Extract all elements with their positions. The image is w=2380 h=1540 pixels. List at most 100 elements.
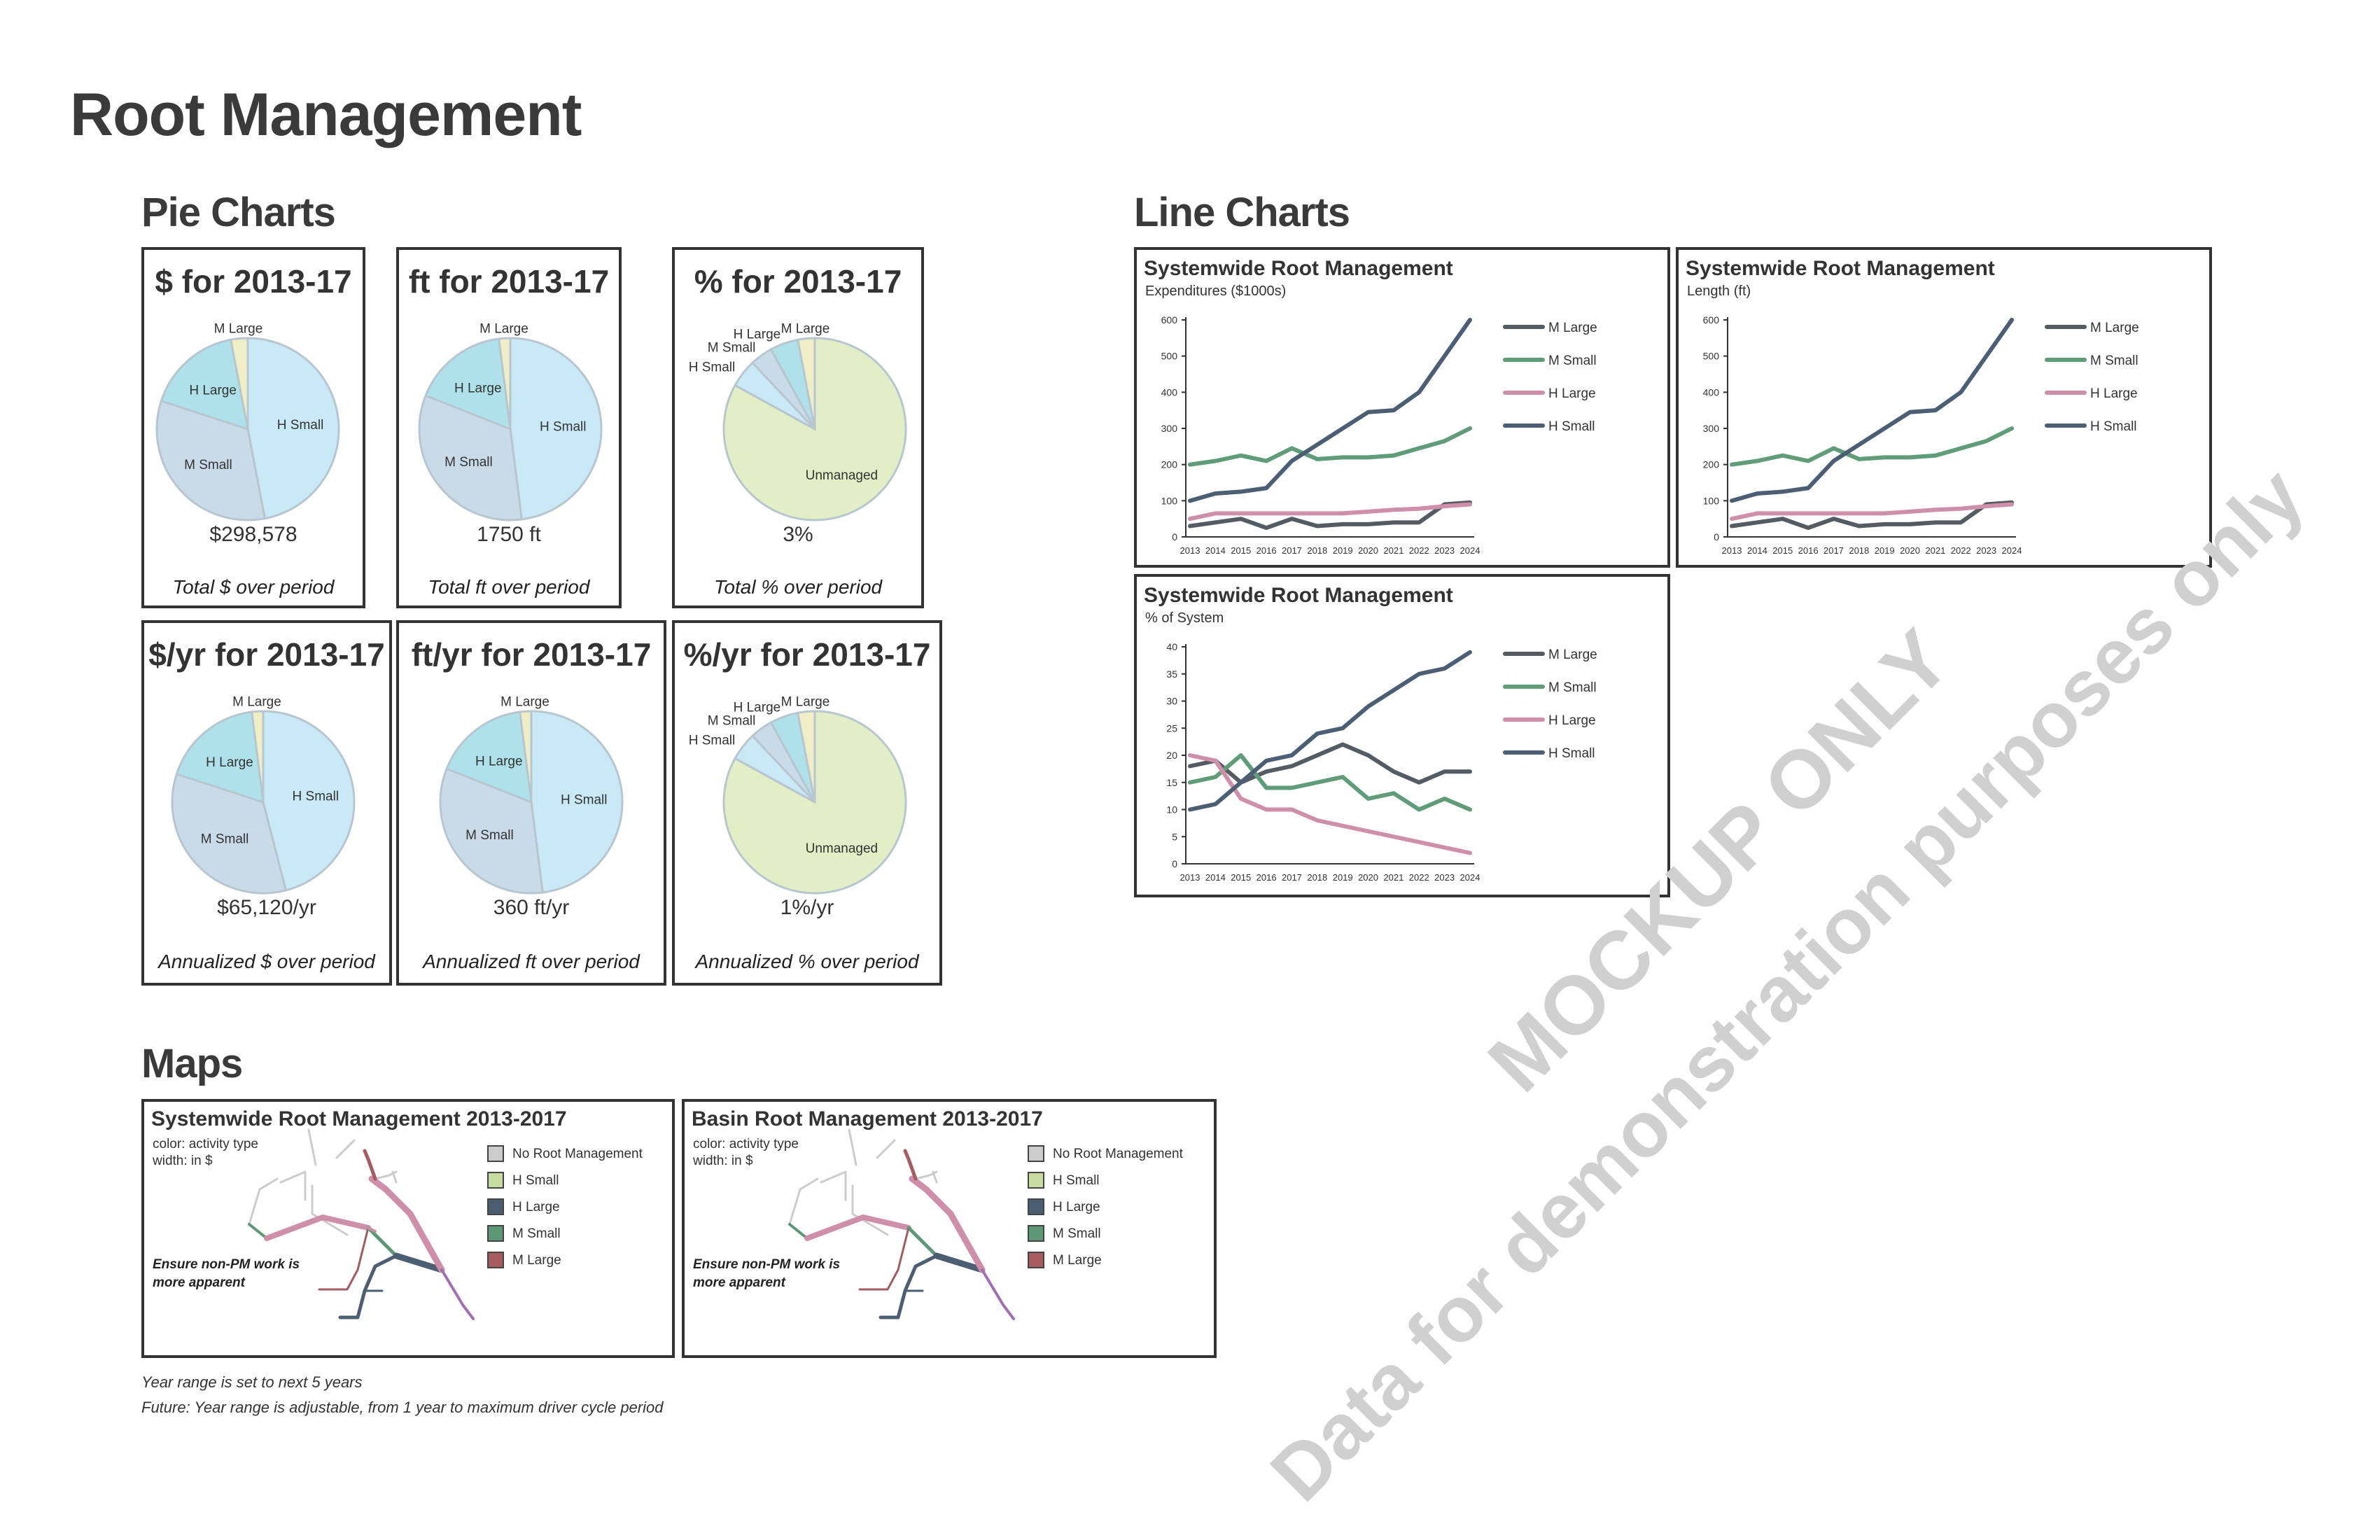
x-tick-label: 2019 <box>1333 872 1353 883</box>
line-chart-title: Systemwide Root Management <box>1144 257 1453 280</box>
pie-chart-feet-per-year: H Small M Small H Large M Large <box>439 694 624 895</box>
pie-slice-m-large <box>796 710 816 803</box>
x-tick-label: 2016 <box>1256 872 1277 883</box>
axis-lines <box>1185 644 1474 864</box>
pie-total-value: $65,120/yr <box>217 896 316 919</box>
pie-panel-feet: ft for 2013-17 H Small M Small H Large M La… <box>396 247 622 608</box>
line-panel-length: Systemwide Root Management Length (ft) 0… <box>1676 247 2212 568</box>
pie-slice-label: M Large <box>214 322 263 337</box>
pie-slice-m-large <box>796 337 816 430</box>
map-panel-systemwide: Systemwide Root Management 2013-2017 col… <box>141 1099 675 1358</box>
pie-slice-label: M Small <box>184 458 232 472</box>
legend-swatch-h-small <box>1028 1172 1044 1189</box>
pie-panel-feet-per-year: ft/yr for 2013-17 H Small M Small H Large M… <box>396 620 666 986</box>
pie-slice-label: H Large <box>734 328 781 342</box>
y-tick-label: 0 <box>1172 531 1177 542</box>
x-tick-label: 2019 <box>1875 545 1895 556</box>
map-title: Systemwide Root Management 2013-2017 <box>151 1107 567 1130</box>
legend-label: H Large <box>1053 1200 1100 1214</box>
x-tick-label: 2016 <box>1256 545 1277 556</box>
legend-label: No Root Management <box>512 1147 643 1161</box>
x-tick-label: 2024 <box>1460 872 1480 883</box>
x-tick-label: 2013 <box>1180 545 1200 556</box>
pie-slice-unmanaged <box>722 337 907 522</box>
map-color-note: color: activity type <box>693 1137 799 1152</box>
legend-swatch-m-small <box>487 1225 504 1242</box>
pie-total-value: $298,578 <box>209 523 298 546</box>
axis-lines <box>1727 317 2016 538</box>
pie-caption: Total $ over period <box>172 576 335 598</box>
pie-slice-h-large <box>160 338 249 431</box>
pie-slice-label: H Small <box>293 790 340 804</box>
pie-slice-label: M Small <box>201 832 249 847</box>
legend-label: M Large <box>1548 321 1597 335</box>
y-tick-label: 400 <box>1161 386 1178 398</box>
legend-label: H Small <box>512 1173 559 1188</box>
pie-title: $/yr for 2013-17 <box>148 636 385 673</box>
series-line-m-small <box>1730 426 2014 467</box>
x-tick-label: 2024 <box>2002 545 2022 556</box>
legend-label: M Small <box>1548 354 1597 368</box>
series-line-h-large <box>1188 502 1472 522</box>
x-tick-label: 2024 <box>1460 545 1480 556</box>
pie-caption: Total ft over period <box>428 576 590 598</box>
line-chart-subtitle: % of System <box>1145 610 1224 626</box>
x-tick-label: 2021 <box>1383 545 1404 556</box>
y-tick-label: 200 <box>1161 459 1178 470</box>
legend-label: H Small <box>1548 746 1595 761</box>
x-tick-label: 2014 <box>1205 872 1226 883</box>
x-tick-label: 2013 <box>1722 545 1742 556</box>
pie-slice-label: H Large <box>734 701 781 715</box>
x-tick-label: 2015 <box>1231 872 1251 883</box>
series-line-h-large <box>1730 502 2014 522</box>
axis-lines <box>1185 317 1474 538</box>
line-panel-percent: Systemwide Root Management % of System 0… <box>1134 574 1670 897</box>
map-network-basin[interactable] <box>685 1102 1214 1355</box>
pie-title: $ for 2013-17 <box>155 263 352 300</box>
x-tick-label: 2014 <box>1747 545 1768 556</box>
map-width-note: width: in $ <box>153 1154 213 1168</box>
map-color-note: color: activity type <box>153 1137 258 1152</box>
pie-chart-dollars-per-year: H Small M Small H Large M Large <box>171 694 356 895</box>
pie-caption: Total % over period <box>713 576 883 598</box>
y-tick-label: 500 <box>1161 351 1178 362</box>
pie-panel-percent: % for 2013-17 Unmanaged H Small M Small H L… <box>672 247 924 608</box>
pie-panel-dollars-per-year: $/yr for 2013-17 H Small M Small H Large M … <box>141 620 392 986</box>
y-tick-label: 15 <box>1166 777 1177 788</box>
pie-slice-label: H Large <box>206 755 253 770</box>
x-tick-label: 2021 <box>1925 545 1945 556</box>
x-tick-label: 2023 <box>1976 545 1996 556</box>
pie-chart-feet: H Small M Small H Large M Large <box>418 321 603 522</box>
x-tick-label: 2020 <box>1358 545 1378 556</box>
y-tick-label: 600 <box>1161 314 1178 326</box>
pie-slice-label: M Large <box>781 322 830 337</box>
legend-swatch-h-small <box>487 1172 504 1189</box>
line-chart-subtitle: Expenditures ($1000s) <box>1145 284 1287 299</box>
legend-label: M Small <box>2090 354 2138 368</box>
legend-label: H Small <box>1548 419 1595 434</box>
y-tick-label: 10 <box>1166 804 1177 816</box>
legend-label: M Small <box>1053 1226 1101 1241</box>
pie-slice-m-small <box>155 399 267 522</box>
x-tick-label: 2013 <box>1180 872 1200 883</box>
pie-total-value: 1750 ft <box>477 523 541 546</box>
pie-slice-label: H Large <box>189 383 237 398</box>
legend-label: M Large <box>1053 1253 1102 1268</box>
x-tick-label: 2018 <box>1849 545 1869 556</box>
y-tick-label: 300 <box>1161 423 1178 434</box>
pie-slice-h-small <box>246 337 340 520</box>
line-chart-title: Systemwide Root Management <box>1686 257 1995 280</box>
pie-slice-label: M Small <box>708 341 756 356</box>
legend-swatch-m-large <box>1028 1252 1044 1268</box>
map-network-systemwide[interactable] <box>144 1102 672 1355</box>
pie-slice-m-large <box>229 337 249 430</box>
pie-total-value: 1%/yr <box>780 896 834 919</box>
map-width-note: width: in $ <box>693 1154 753 1168</box>
x-tick-label: 2015 <box>1772 545 1793 556</box>
section-heading-pie-charts: Pie Charts <box>141 190 336 235</box>
x-tick-label: 2015 <box>1231 545 1251 556</box>
y-tick-label: 100 <box>1703 495 1720 506</box>
pie-title: %/yr for 2013-17 <box>683 636 931 673</box>
y-tick-label: 35 <box>1166 668 1177 680</box>
